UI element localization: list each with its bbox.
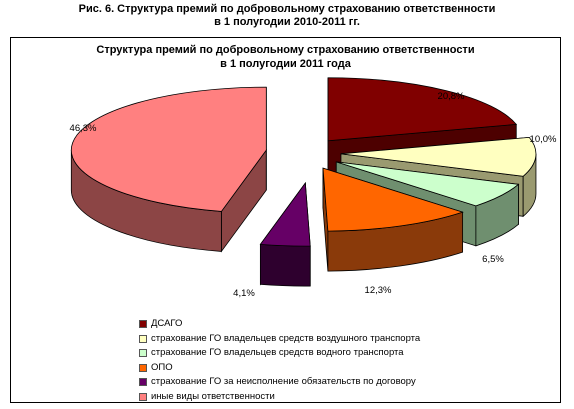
figure-caption-line-1: Рис. 6. Структура премий по добровольном… (78, 3, 496, 15)
legend-swatch (139, 349, 147, 358)
legend-label: ДСАГО (151, 318, 183, 329)
chart-title-line-2: в 1 полугодии 2011 года (220, 58, 351, 70)
legend-label: ОПО (151, 361, 173, 373)
legend-item: иные виды ответственности (139, 390, 420, 405)
legend-item: ДСАГО (139, 317, 420, 332)
pie-slice (340, 136, 537, 177)
legend-item: страхование ГО владельцев средств воздуш… (139, 332, 420, 347)
pie-slice-value-label: 12,3% (365, 285, 392, 296)
chart-legend: ДСАГО страхование ГО владельцев средств в… (139, 317, 420, 404)
pie-chart: 20,8% 10,0% 6,5% 12,3% 4,1% 46,3% (70, 77, 557, 299)
figure-caption-line-2: в 1 полугодии 2010-2011 гг. (214, 16, 360, 28)
legend-swatch (139, 378, 147, 387)
legend-swatch (139, 334, 147, 343)
pie-slice (259, 181, 311, 247)
pie-slice (327, 77, 518, 142)
legend-item: страхование ГО за неисполнение обязатель… (139, 375, 420, 390)
legend-swatch (139, 320, 147, 329)
pie-slice (322, 167, 464, 232)
chart-title-line-1: Структура премий по добровольному страхо… (96, 44, 475, 56)
figure-caption: Рис. 6. Структура премий по добровольном… (0, 3, 574, 29)
chart-title: Структура премий по добровольному страхо… (11, 43, 560, 71)
pie-labels: 20,8% 10,0% 6,5% 12,3% 4,1% 46,3% (70, 91, 557, 299)
legend-swatch (139, 392, 147, 401)
pie-slice-value-label: 10,0% (530, 134, 557, 145)
legend-swatch (139, 363, 147, 372)
legend-label: страхование ГО владельцев средств водног… (151, 347, 404, 358)
pie-slice-outer-wall (259, 243, 311, 287)
legend-label: страхование ГО владельцев средств воздуш… (151, 332, 421, 344)
pie-slice-value-label: 46,3% (70, 123, 97, 134)
pie-slice-value-label: 20,8% (438, 91, 465, 102)
pie-tops (70, 77, 537, 247)
pie-slice-value-label: 6,5% (482, 254, 504, 265)
pie-slice (70, 86, 267, 212)
pie-slice-value-label: 4,1% (233, 288, 255, 299)
legend-label: страхование ГО за неисполнение обязатель… (151, 376, 416, 387)
legend-label: иные виды ответственности (151, 390, 275, 402)
legend-item: страхование ГО владельцев средств водног… (139, 346, 420, 361)
chart-frame: Структура премий по добровольному страхо… (10, 37, 561, 403)
legend-item: ОПО (139, 361, 420, 376)
pie-slice (336, 161, 520, 207)
